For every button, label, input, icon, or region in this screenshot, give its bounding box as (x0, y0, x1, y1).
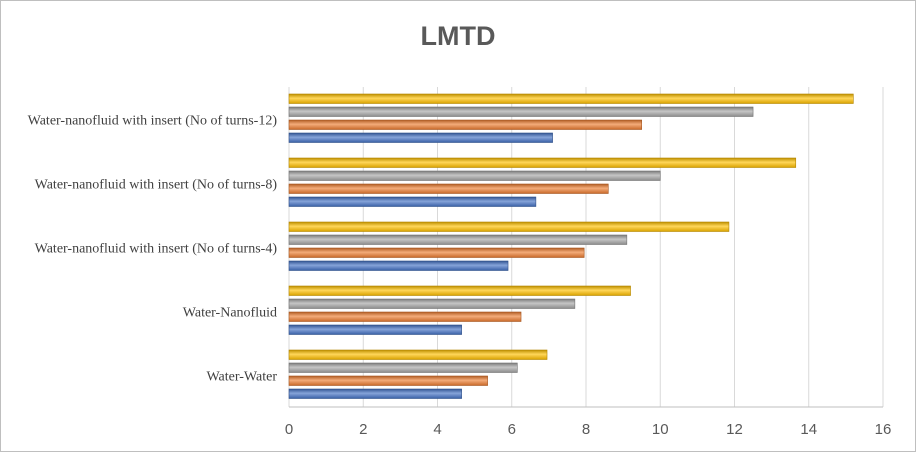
bar-series-4-cat-3 (288, 221, 730, 232)
category-label: Water-nanofluid with insert (No of turns… (35, 241, 278, 256)
bar-series-4-cat-5 (288, 93, 854, 104)
category-label: Water-Nanofluid (183, 305, 277, 320)
category-labels: Water-Water Water-Nanofluid Water-nanoflui… (28, 113, 278, 384)
category-label: Water-nanofluid with insert (No of turns… (28, 113, 278, 128)
x-tick-label: 16 (875, 421, 892, 438)
category-label: Water-Water (206, 369, 277, 384)
bar-series-3-cat-2 (288, 298, 576, 309)
bar-series-2-cat-2 (288, 311, 522, 322)
x-tick-label: 0 (285, 421, 293, 438)
x-tick-label: 4 (433, 421, 441, 438)
x-tick-label: 6 (508, 421, 516, 438)
bar-series-2-cat-1 (288, 375, 488, 386)
bars (288, 93, 854, 399)
bar-series-4-cat-1 (288, 349, 548, 360)
x-tick-label: 14 (800, 421, 817, 438)
chart-title: LMTD (420, 21, 496, 51)
x-tick-labels: 0 2 4 6 8 10 12 14 16 (285, 421, 892, 438)
x-tick-label: 10 (652, 421, 669, 438)
bar-series-1-cat-1 (288, 388, 462, 399)
category-label: Water-nanofluid with insert (No of turns… (35, 177, 278, 192)
bar-series-1-cat-2 (288, 324, 462, 335)
x-tick-label: 2 (359, 421, 367, 438)
bar-series-2-cat-4 (288, 183, 609, 194)
bar-series-3-cat-4 (288, 170, 661, 181)
x-tick-label: 12 (726, 421, 743, 438)
bar-series-1-cat-5 (288, 132, 553, 143)
bar-series-3-cat-5 (288, 106, 754, 117)
bar-series-3-cat-3 (288, 234, 628, 245)
bar-series-1-cat-3 (288, 260, 509, 271)
bar-series-1-cat-4 (288, 196, 537, 207)
bar-series-2-cat-3 (288, 247, 585, 258)
x-tick-label: 8 (582, 421, 590, 438)
bar-series-2-cat-5 (288, 119, 642, 130)
bar-series-4-cat-4 (288, 157, 797, 168)
bar-series-3-cat-1 (288, 362, 518, 373)
bar-series-4-cat-2 (288, 285, 631, 296)
